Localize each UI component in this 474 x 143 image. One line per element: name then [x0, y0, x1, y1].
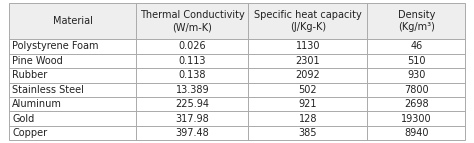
Text: 13.389: 13.389: [176, 85, 209, 95]
Text: Material: Material: [53, 16, 92, 26]
Bar: [9, 68, 465, 83]
Text: 921: 921: [299, 99, 317, 109]
Text: 7800: 7800: [404, 85, 428, 95]
Text: 0.138: 0.138: [179, 70, 206, 80]
Text: 510: 510: [407, 56, 426, 66]
Text: 225.94: 225.94: [175, 99, 210, 109]
Text: 317.98: 317.98: [175, 114, 210, 124]
Text: 385: 385: [299, 128, 317, 138]
Text: 2698: 2698: [404, 99, 428, 109]
Text: Thermal Conductivity
(W/m-K): Thermal Conductivity (W/m-K): [140, 10, 245, 32]
Text: Aluminum: Aluminum: [12, 99, 62, 109]
Text: Density
(Kg/m³): Density (Kg/m³): [398, 10, 435, 32]
Text: 2301: 2301: [295, 56, 320, 66]
Text: 502: 502: [299, 85, 317, 95]
Text: Rubber: Rubber: [12, 70, 47, 80]
Text: Gold: Gold: [12, 114, 35, 124]
Bar: [9, 83, 465, 97]
Text: 46: 46: [410, 41, 422, 51]
Text: Stainless Steel: Stainless Steel: [12, 85, 84, 95]
Bar: [9, 126, 465, 140]
Text: 0.026: 0.026: [179, 41, 206, 51]
Bar: [9, 97, 465, 112]
Text: 19300: 19300: [401, 114, 432, 124]
Bar: [9, 39, 465, 54]
Text: Specific heat capacity
(J/Kg-K): Specific heat capacity (J/Kg-K): [254, 10, 362, 32]
Text: 2092: 2092: [295, 70, 320, 80]
Text: 128: 128: [299, 114, 317, 124]
Text: 397.48: 397.48: [175, 128, 210, 138]
Text: Copper: Copper: [12, 128, 47, 138]
Bar: [9, 54, 465, 68]
Text: 0.113: 0.113: [179, 56, 206, 66]
Bar: [9, 3, 465, 39]
Bar: [9, 112, 465, 126]
Text: 8940: 8940: [404, 128, 428, 138]
Text: 930: 930: [407, 70, 426, 80]
Text: Pine Wood: Pine Wood: [12, 56, 63, 66]
Text: 1130: 1130: [296, 41, 320, 51]
Text: Polystyrene Foam: Polystyrene Foam: [12, 41, 99, 51]
